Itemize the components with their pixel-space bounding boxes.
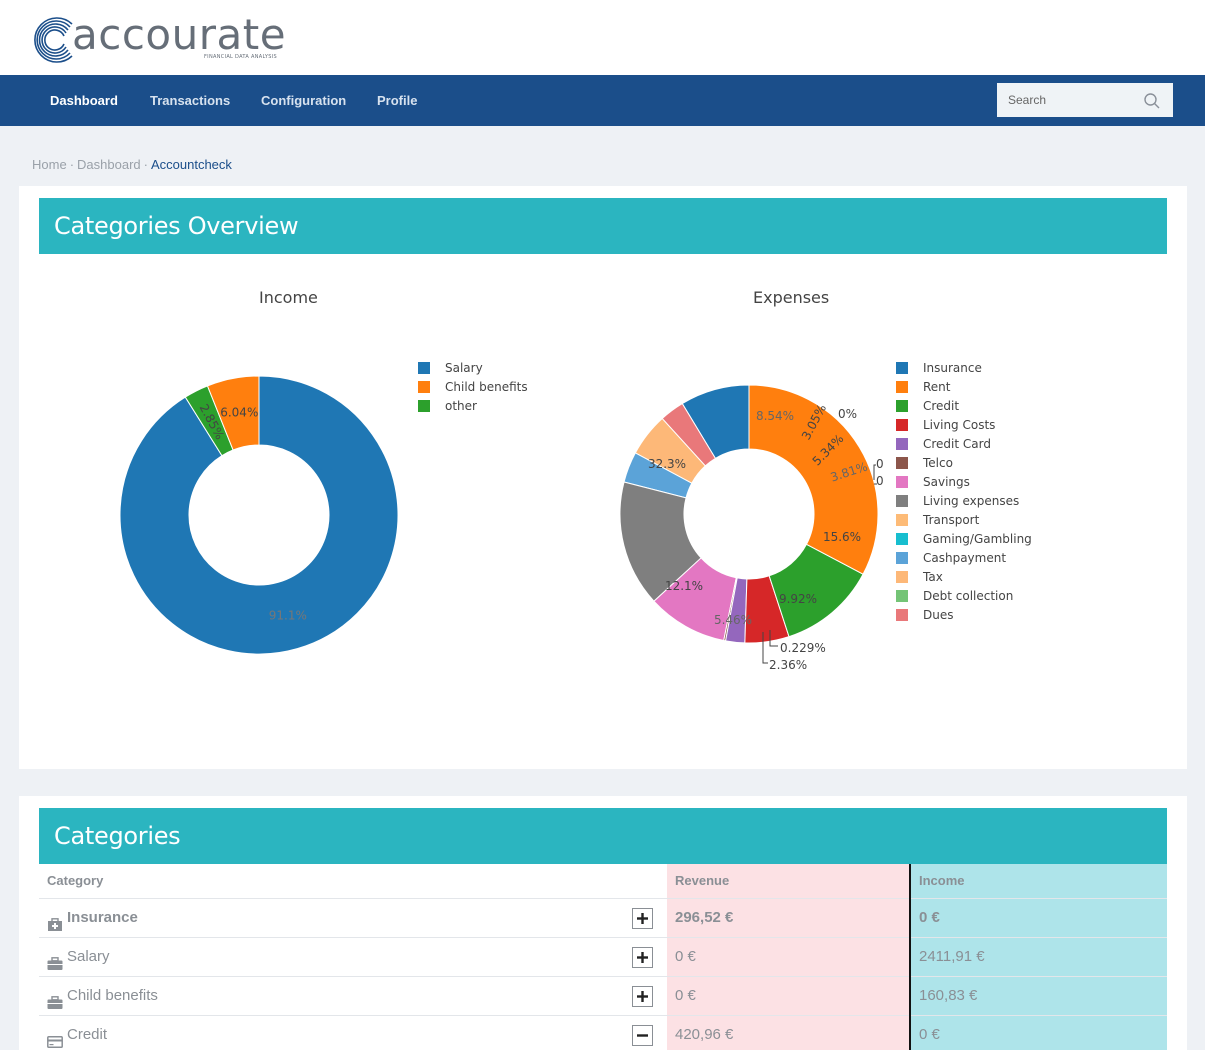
- column-header-income[interactable]: Income: [911, 864, 1167, 898]
- column-divider: [909, 864, 911, 1050]
- revenue-cell: 0 €: [667, 977, 909, 1015]
- categories-overview-panel: Categories Overview: [19, 186, 1187, 769]
- nav-configuration[interactable]: Configuration: [261, 93, 347, 108]
- breadcrumb-separator: ·: [143, 157, 148, 172]
- category-name: Child benefits: [67, 987, 158, 1004]
- search-icon[interactable]: [1143, 92, 1161, 110]
- briefcase-icon: [47, 987, 63, 1010]
- panel-header: Categories: [39, 808, 1167, 864]
- plus-icon: [637, 991, 648, 1002]
- income-cell: 0 €: [911, 899, 1167, 937]
- collapse-button[interactable]: [632, 1025, 653, 1046]
- plus-icon: [637, 913, 648, 924]
- panel-title: Categories: [54, 822, 181, 850]
- logo-subtitle: FINANCIAL DATA ANALYSIS: [204, 54, 277, 60]
- panel-title: Categories Overview: [54, 212, 299, 240]
- breadcrumb-current: Accountcheck: [150, 157, 232, 172]
- breadcrumb-dashboard[interactable]: Dashboard: [77, 157, 141, 172]
- expenses-chart-title: Expenses: [753, 288, 830, 307]
- minus-icon: [637, 1034, 648, 1037]
- briefcase-icon: [47, 948, 63, 971]
- medkit-icon: [47, 909, 63, 932]
- accourate-logo[interactable]: accourate FINANCIAL DATA ANALYSIS: [32, 10, 292, 68]
- breadcrumb-home[interactable]: Home: [32, 157, 67, 172]
- column-header-revenue[interactable]: Revenue: [667, 864, 909, 898]
- income-chart-title: Income: [259, 288, 318, 307]
- income-cell: 2411,91 €: [911, 938, 1167, 976]
- revenue-cell: 0 €: [667, 938, 909, 976]
- plus-icon: [637, 952, 648, 963]
- revenue-cell: 420,96 €: [667, 1016, 909, 1050]
- categories-panel: Categories Category Revenue Income Insur…: [19, 796, 1187, 1050]
- category-cell: Salary: [39, 938, 667, 976]
- main-navbar: Dashboard Transactions Configuration Pro…: [0, 75, 1205, 126]
- category-cell: Child benefits: [39, 977, 667, 1015]
- breadcrumb-separator: ·: [69, 157, 75, 172]
- nav-dashboard[interactable]: Dashboard: [50, 93, 118, 108]
- expand-button[interactable]: [632, 908, 653, 929]
- expand-button[interactable]: [632, 986, 653, 1007]
- panel-header: Categories Overview: [39, 198, 1167, 254]
- income-cell: 160,83 €: [911, 977, 1167, 1015]
- category-cell: Credit: [39, 1016, 667, 1050]
- search-input[interactable]: [997, 83, 1137, 117]
- credit-card-icon: [47, 1026, 63, 1048]
- expand-button[interactable]: [632, 947, 653, 968]
- logo-wordmark: accourate: [72, 10, 287, 59]
- table-row[interactable]: Credit 420,96 €0 €: [39, 1015, 1167, 1050]
- breadcrumb: Home · Dashboard · Accountcheck: [32, 157, 232, 172]
- category-name: Insurance: [67, 909, 138, 926]
- category-cell: Insurance: [39, 899, 667, 937]
- category-name: Salary: [67, 948, 110, 965]
- logo-mark-icon: [34, 17, 73, 63]
- header: accourate FINANCIAL DATA ANALYSIS: [0, 0, 1205, 75]
- search-box: [997, 83, 1173, 117]
- table-row[interactable]: Salary 0 €2411,91 €: [39, 937, 1167, 976]
- nav-profile[interactable]: Profile: [377, 93, 418, 108]
- table-row[interactable]: Child benefits 0 €160,83 €: [39, 976, 1167, 1015]
- table-row[interactable]: Insurance 296,52 €0 €: [39, 898, 1167, 937]
- income-cell: 0 €: [911, 1016, 1167, 1050]
- revenue-cell: 296,52 €: [667, 899, 909, 937]
- nav-transactions[interactable]: Transactions: [150, 93, 231, 108]
- category-name: Credit: [67, 1026, 108, 1043]
- column-header-category[interactable]: Category: [47, 873, 104, 888]
